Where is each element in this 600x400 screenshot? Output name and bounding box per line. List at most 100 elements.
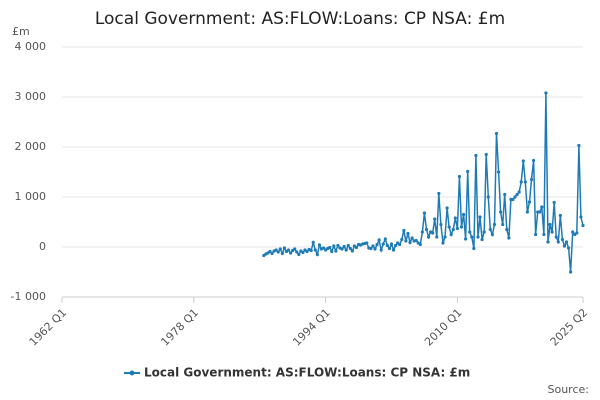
- data-point: [371, 244, 375, 248]
- data-point: [389, 242, 394, 246]
- data-point: [354, 245, 359, 250]
- data-point: [426, 235, 431, 239]
- data-point: [274, 248, 278, 252]
- data-point: [552, 200, 556, 205]
- data-point: [486, 195, 490, 199]
- data-point: [286, 248, 291, 252]
- data-point: [519, 180, 523, 184]
- data-point: [445, 206, 449, 210]
- data-point: [424, 227, 429, 232]
- data-point: [451, 227, 455, 232]
- data-point: [288, 251, 293, 255]
- data-point: [398, 242, 402, 247]
- data-point: [457, 174, 462, 179]
- chart-title: Local Government: AS:FLOW:Loans: CP NSA:…: [95, 9, 505, 29]
- x-tick-label: 1994 Q1: [290, 306, 333, 349]
- data-point: [418, 242, 422, 247]
- data-point: [564, 240, 569, 244]
- data-point: [476, 235, 480, 239]
- data-point: [466, 169, 470, 174]
- data-point: [282, 246, 287, 250]
- data-point: [270, 251, 274, 256]
- source-label: Source:: [548, 383, 590, 396]
- data-point: [435, 235, 439, 239]
- data-point: [422, 211, 427, 215]
- y-tick-label: 2 000: [15, 140, 47, 153]
- data-point: [453, 216, 457, 220]
- data-point: [344, 248, 348, 252]
- data-point: [488, 227, 492, 232]
- data-point: [562, 244, 567, 248]
- data-point: [499, 210, 503, 214]
- data-point: [369, 246, 373, 251]
- x-tick-label: 1978 Q1: [159, 306, 202, 349]
- data-point: [431, 231, 435, 235]
- data-point: [581, 223, 585, 228]
- data-point: [293, 247, 297, 251]
- data-point: [474, 153, 478, 158]
- data-point: [297, 252, 301, 257]
- data-point: [478, 215, 482, 219]
- data-point: [554, 235, 558, 239]
- data-point: [482, 230, 486, 234]
- y-unit-label: £m: [12, 25, 30, 38]
- legend-label: Local Government: AS:FLOW:Loans: CP NSA:…: [144, 366, 470, 380]
- data-point: [501, 222, 505, 227]
- data-point: [542, 232, 546, 237]
- data-point: [571, 230, 575, 234]
- data-point: [521, 159, 525, 163]
- data-point: [313, 248, 317, 252]
- data-point: [503, 192, 507, 197]
- data-point: [332, 244, 336, 248]
- data-point: [394, 243, 398, 248]
- x-tick-label: 2010 Q1: [422, 306, 465, 349]
- data-point: [414, 238, 418, 243]
- data-point: [449, 232, 453, 237]
- data-point: [375, 242, 379, 247]
- data-point: [377, 238, 381, 242]
- data-point: [550, 230, 554, 234]
- data-point: [433, 217, 437, 221]
- data-point: [346, 243, 350, 248]
- data-point: [385, 243, 389, 248]
- data-point: [546, 240, 550, 244]
- data-point: [492, 222, 497, 227]
- data-point: [527, 200, 532, 204]
- data-point: [531, 158, 536, 163]
- data-point: [505, 227, 509, 232]
- data-point: [387, 246, 392, 251]
- data-point: [496, 170, 501, 174]
- data-point: [472, 246, 476, 251]
- data-point: [350, 249, 354, 253]
- data-point: [507, 236, 511, 240]
- data-point: [328, 245, 332, 250]
- data-point: [336, 243, 340, 248]
- data-point: [379, 248, 383, 252]
- data-point: [315, 252, 319, 257]
- data-point: [402, 228, 406, 233]
- data-point: [577, 143, 581, 148]
- data-point: [455, 226, 459, 231]
- data-point: [317, 243, 322, 247]
- data-point: [523, 180, 527, 184]
- data-point: [276, 250, 280, 254]
- data-point: [443, 235, 447, 239]
- data-point: [548, 222, 552, 227]
- data-point: [538, 210, 542, 214]
- y-tick-label: 3 000: [15, 90, 47, 103]
- data-point: [295, 250, 299, 254]
- data-point: [480, 237, 484, 242]
- data-point: [484, 152, 488, 157]
- y-tick-label: 4 000: [15, 40, 47, 53]
- data-point: [309, 248, 313, 253]
- data-point: [556, 240, 560, 244]
- data-point: [301, 250, 305, 255]
- data-point: [348, 246, 352, 251]
- data-point: [560, 237, 565, 242]
- data-point: [330, 249, 334, 254]
- data-point: [575, 231, 579, 235]
- data-point: [280, 251, 284, 256]
- series-line: [263, 92, 584, 273]
- data-point: [305, 249, 309, 254]
